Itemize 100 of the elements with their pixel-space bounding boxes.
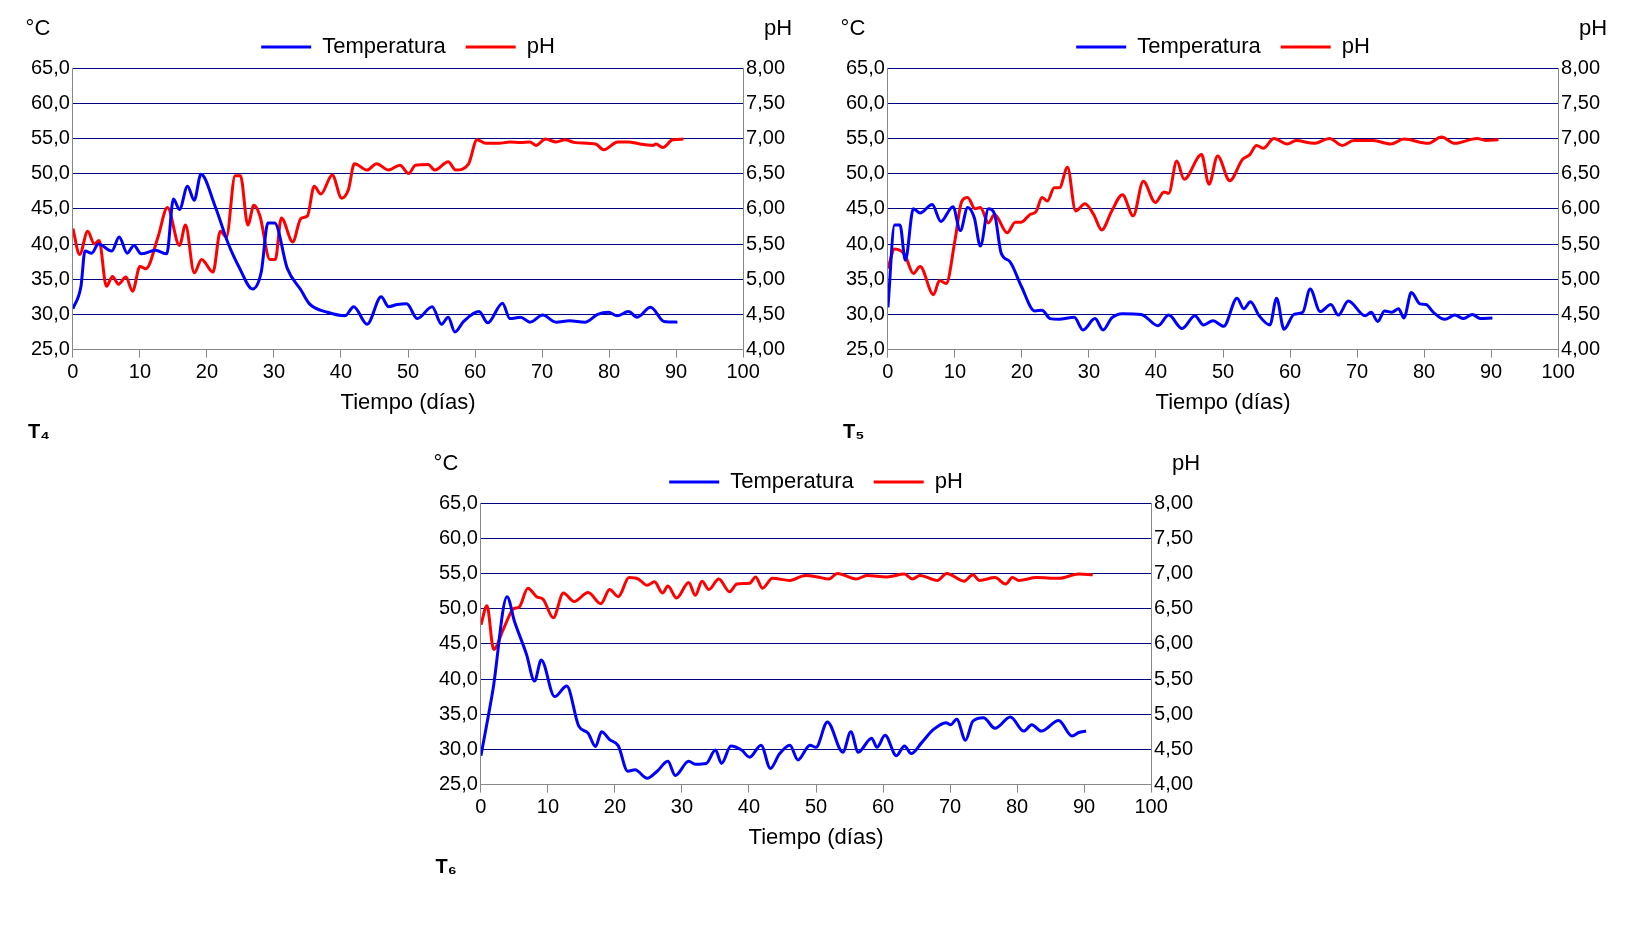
x-tick-label: 30 [262, 360, 286, 383]
x-tick-label: 90 [664, 360, 688, 383]
y2-tick-label: 4,50 [1561, 301, 1601, 324]
x-tick-label: 90 [1479, 360, 1503, 383]
y2-tick-label: 5,00 [746, 266, 786, 289]
x-tick-label: 20 [195, 360, 219, 383]
text: T₆ [435, 855, 458, 878]
text: T₅ [843, 420, 866, 443]
y-tick-label: 65,0 [30, 55, 70, 78]
y2-axis-title: pH [1171, 450, 1200, 476]
x-axis-title: Tiempo (días) [748, 823, 883, 849]
x-tick-label: 100 [726, 360, 760, 383]
x-tick-label: 60 [463, 360, 487, 383]
line-series [480, 595, 1088, 780]
y2-tick-label: 5,00 [1561, 266, 1601, 289]
line-series [72, 137, 685, 293]
x-tick-label: 40 [1144, 360, 1168, 383]
legend-label: pH [934, 468, 963, 494]
x-tick-label: 70 [1345, 360, 1369, 383]
y2-tick-label: 4,00 [746, 337, 786, 360]
y-tick-label: 65,0 [438, 490, 478, 513]
x-axis-title: Tiempo (días) [1155, 388, 1291, 414]
y-tick-label: 60,0 [845, 90, 885, 113]
y-axis-title: °C [433, 450, 458, 476]
x-tick-label: 50 [804, 795, 827, 818]
x-tick-label: 10 [128, 360, 152, 383]
x-tick-label: 20 [1010, 360, 1034, 383]
y2-tick-label: 5,50 [1561, 231, 1601, 254]
legend-label: pH [1341, 33, 1370, 59]
y2-tick-label: 5,50 [746, 231, 786, 254]
y2-axis-title: pH [764, 15, 793, 41]
y2-tick-label: 7,50 [1561, 90, 1601, 113]
y-axis-title: °C [25, 15, 51, 41]
x-tick-label: 60 [1278, 360, 1302, 383]
y-tick-label: 25,0 [438, 772, 478, 795]
y-tick-label: 45,0 [845, 196, 885, 219]
y2-tick-label: 6,50 [746, 161, 786, 184]
x-tick-label: 50 [396, 360, 420, 383]
y2-tick-label: 7,00 [1561, 125, 1601, 148]
y-tick-label: 35,0 [438, 701, 478, 724]
line-series [72, 172, 679, 334]
y2-tick-label: 4,00 [1153, 772, 1193, 795]
y2-tick-label: 7,00 [1153, 560, 1193, 583]
legend-label: Temperatura [729, 468, 854, 494]
x-tick-label: 0 [474, 795, 486, 818]
x-tick-label: 90 [1072, 795, 1095, 818]
y-tick-label: 40,0 [845, 231, 885, 254]
y2-tick-label: 6,00 [746, 196, 786, 219]
x-tick-label: 100 [1133, 795, 1168, 818]
line-series [887, 203, 1494, 332]
y2-tick-label: 4,50 [746, 301, 786, 324]
legend-label: Temperatura [1137, 33, 1262, 59]
y2-axis-title: pH [1579, 15, 1608, 41]
y2-tick-label: 5,50 [1153, 666, 1193, 689]
y2-tick-label: 6,00 [1153, 631, 1193, 654]
x-tick-label: 0 [882, 360, 894, 383]
y-axis-title: °C [840, 15, 866, 41]
x-tick-label: 50 [1211, 360, 1235, 383]
y2-tick-label: 5,00 [1153, 701, 1193, 724]
y-tick-label: 60,0 [438, 525, 478, 548]
y2-tick-label: 7,50 [1153, 525, 1193, 548]
legend-label: Temperatura [322, 33, 447, 59]
y-tick-label: 35,0 [845, 266, 885, 289]
x-tick-label: 80 [597, 360, 621, 383]
x-tick-label: 70 [938, 795, 961, 818]
y-tick-label: 30,0 [438, 736, 478, 759]
x-tick-label: 80 [1412, 360, 1436, 383]
y2-tick-label: 6,50 [1561, 161, 1601, 184]
y2-tick-label: 7,50 [746, 90, 786, 113]
line-series [887, 135, 1500, 297]
x-tick-label: 10 [943, 360, 967, 383]
x-tick-label: 30 [1077, 360, 1101, 383]
y-tick-label: 25,0 [845, 337, 885, 360]
y2-tick-label: 4,00 [1561, 337, 1601, 360]
y-tick-label: 60,0 [30, 90, 70, 113]
x-tick-label: 80 [1005, 795, 1028, 818]
y-tick-label: 40,0 [438, 666, 478, 689]
y-tick-label: 45,0 [438, 631, 478, 654]
y2-tick-label: 8,00 [1561, 55, 1601, 78]
x-tick-label: 60 [871, 795, 894, 818]
legend-label: pH [526, 33, 555, 59]
y-tick-label: 50,0 [438, 596, 478, 619]
y-tick-label: 40,0 [30, 231, 70, 254]
x-tick-label: 10 [536, 795, 559, 818]
text: T₄ [28, 420, 51, 443]
y-tick-label: 55,0 [30, 125, 70, 148]
y-tick-label: 35,0 [30, 266, 70, 289]
y-tick-label: 25,0 [30, 337, 70, 360]
y-tick-label: 50,0 [30, 161, 70, 184]
y-tick-label: 65,0 [845, 55, 885, 78]
y2-tick-label: 6,00 [1561, 196, 1601, 219]
x-axis-title: Tiempo (días) [340, 388, 476, 414]
y-tick-label: 45,0 [30, 196, 70, 219]
y-tick-label: 55,0 [845, 125, 885, 148]
x-tick-label: 20 [603, 795, 626, 818]
y2-tick-label: 4,50 [1153, 736, 1193, 759]
y2-tick-label: 8,00 [746, 55, 786, 78]
line-series [480, 571, 1094, 651]
y-tick-label: 30,0 [845, 301, 885, 324]
x-tick-label: 40 [329, 360, 353, 383]
